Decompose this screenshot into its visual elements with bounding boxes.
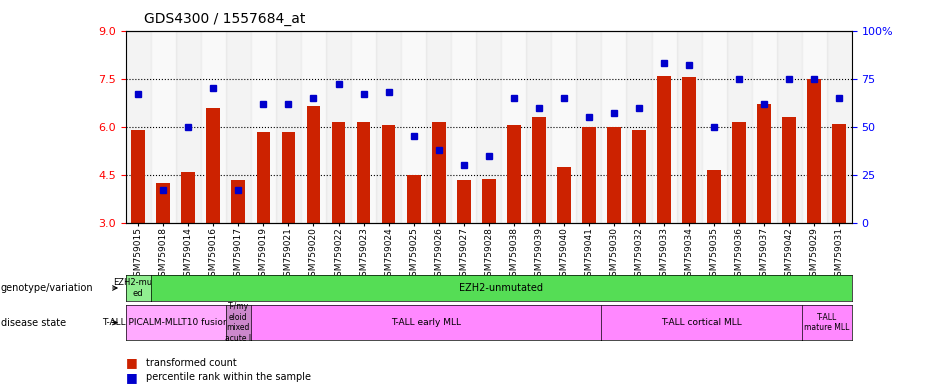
- Bar: [782, 117, 796, 223]
- Text: T-/my
eloid
mixed
acute l: T-/my eloid mixed acute l: [225, 303, 251, 343]
- Bar: [802, 31, 827, 223]
- Bar: [501, 31, 526, 223]
- Bar: [201, 31, 226, 223]
- Bar: [156, 183, 170, 223]
- Bar: [702, 31, 727, 223]
- Text: GDS4300 / 1557684_at: GDS4300 / 1557684_at: [144, 12, 305, 25]
- Bar: [827, 31, 852, 223]
- Bar: [832, 124, 846, 223]
- Text: T-ALL
mature MLL: T-ALL mature MLL: [804, 313, 849, 332]
- Text: T-ALL PICALM-MLLT10 fusion MLL: T-ALL PICALM-MLLT10 fusion MLL: [102, 318, 250, 327]
- Bar: [532, 117, 546, 223]
- Bar: [281, 132, 295, 223]
- Text: EZH2-mutat
ed: EZH2-mutat ed: [113, 278, 164, 298]
- Bar: [376, 31, 401, 223]
- Text: ■: ■: [126, 371, 138, 384]
- Bar: [357, 122, 371, 223]
- Bar: [457, 180, 470, 223]
- Bar: [250, 31, 276, 223]
- Bar: [751, 31, 776, 223]
- Text: EZH2-unmutated: EZH2-unmutated: [459, 283, 544, 293]
- Bar: [182, 172, 196, 223]
- Bar: [652, 31, 677, 223]
- Text: T-ALL early MLL: T-ALL early MLL: [391, 318, 461, 327]
- Text: percentile rank within the sample: percentile rank within the sample: [146, 372, 311, 382]
- Bar: [682, 77, 696, 223]
- Bar: [506, 125, 520, 223]
- Bar: [176, 31, 201, 223]
- Bar: [426, 31, 452, 223]
- Bar: [632, 130, 646, 223]
- Bar: [151, 31, 176, 223]
- Bar: [477, 31, 501, 223]
- Text: disease state: disease state: [1, 318, 66, 328]
- Text: ■: ■: [126, 356, 138, 369]
- Bar: [727, 31, 751, 223]
- Bar: [576, 31, 601, 223]
- Text: transformed count: transformed count: [146, 358, 236, 368]
- Bar: [677, 31, 702, 223]
- Bar: [733, 122, 746, 223]
- Bar: [126, 31, 151, 223]
- Bar: [657, 76, 671, 223]
- Bar: [432, 122, 446, 223]
- Bar: [757, 104, 771, 223]
- Bar: [407, 175, 421, 223]
- Bar: [306, 106, 320, 223]
- Bar: [708, 170, 721, 223]
- Bar: [232, 180, 245, 223]
- Bar: [226, 31, 250, 223]
- Bar: [627, 31, 652, 223]
- Text: genotype/variation: genotype/variation: [1, 283, 93, 293]
- Bar: [257, 132, 270, 223]
- Bar: [351, 31, 376, 223]
- Bar: [326, 31, 351, 223]
- Bar: [131, 130, 145, 223]
- Bar: [207, 108, 221, 223]
- Bar: [526, 31, 551, 223]
- Bar: [551, 31, 576, 223]
- Bar: [776, 31, 802, 223]
- Bar: [482, 179, 495, 223]
- Bar: [807, 79, 821, 223]
- Bar: [301, 31, 326, 223]
- Bar: [557, 167, 571, 223]
- Bar: [331, 122, 345, 223]
- Bar: [601, 31, 627, 223]
- Bar: [582, 127, 596, 223]
- Bar: [607, 127, 621, 223]
- Bar: [452, 31, 477, 223]
- Text: T-ALL cortical MLL: T-ALL cortical MLL: [661, 318, 742, 327]
- Bar: [382, 125, 396, 223]
- Bar: [401, 31, 426, 223]
- Bar: [276, 31, 301, 223]
